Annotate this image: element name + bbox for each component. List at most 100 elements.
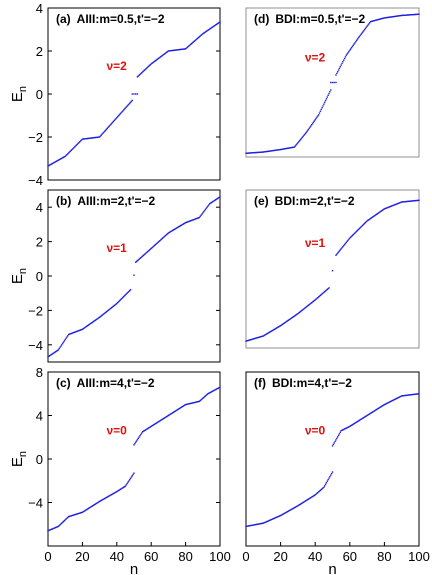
data-point bbox=[418, 13, 420, 15]
data-point bbox=[388, 206, 390, 208]
data-point bbox=[262, 522, 264, 524]
data-point bbox=[263, 522, 265, 524]
data-point bbox=[355, 421, 357, 424]
data-point bbox=[293, 507, 296, 509]
data-point bbox=[211, 390, 213, 393]
data-point bbox=[143, 430, 146, 432]
data-point bbox=[100, 315, 103, 317]
data-point bbox=[265, 333, 267, 336]
data-point bbox=[363, 416, 366, 418]
data-point bbox=[208, 204, 210, 206]
data-point bbox=[283, 512, 285, 515]
data-point bbox=[140, 72, 142, 75]
data-point bbox=[318, 490, 321, 492]
data-point bbox=[276, 327, 278, 329]
data-point bbox=[302, 135, 304, 138]
data-point bbox=[417, 393, 419, 395]
data-point bbox=[92, 137, 94, 139]
data-point bbox=[410, 394, 412, 396]
data-point bbox=[205, 394, 207, 396]
data-point bbox=[198, 36, 201, 38]
data-point bbox=[407, 14, 410, 16]
data-point bbox=[296, 505, 298, 507]
x-tick-label: 40 bbox=[110, 549, 124, 564]
y-tick-label: −2 bbox=[28, 303, 43, 318]
data-point bbox=[380, 406, 382, 408]
data-point bbox=[165, 233, 168, 236]
data-point bbox=[268, 331, 271, 334]
data-point bbox=[159, 240, 161, 242]
data-point bbox=[403, 201, 405, 203]
data-point bbox=[291, 508, 293, 510]
data-point bbox=[192, 219, 195, 221]
data-point bbox=[315, 493, 317, 495]
data-point bbox=[258, 151, 260, 154]
data-point bbox=[135, 261, 137, 263]
data-point bbox=[104, 497, 107, 499]
data-point bbox=[391, 205, 393, 207]
data-point bbox=[389, 400, 392, 403]
data-point bbox=[199, 399, 201, 402]
data-point bbox=[348, 50, 350, 53]
data-point bbox=[358, 227, 361, 230]
data-point bbox=[98, 500, 101, 503]
data-point bbox=[117, 489, 120, 492]
data-point bbox=[207, 393, 209, 395]
data-point bbox=[138, 74, 140, 76]
y-axis-label: En bbox=[9, 451, 29, 467]
y-axis-label-subscript: n bbox=[17, 451, 29, 457]
data-point bbox=[183, 48, 185, 50]
data-point bbox=[249, 339, 252, 341]
data-point bbox=[210, 27, 213, 29]
data-point bbox=[131, 99, 133, 102]
data-point bbox=[307, 498, 309, 500]
data-point bbox=[369, 217, 372, 220]
panel-title-text: BDI:m=0.5,t'=−2 bbox=[275, 12, 365, 26]
data-point bbox=[299, 138, 302, 141]
data-point bbox=[375, 214, 377, 216]
data-point bbox=[333, 81, 335, 84]
data-point bbox=[374, 409, 376, 412]
data-point bbox=[278, 515, 280, 518]
data-point bbox=[329, 475, 331, 478]
data-point bbox=[258, 336, 260, 338]
data-point bbox=[149, 426, 152, 428]
data-point bbox=[124, 107, 127, 109]
data-point bbox=[172, 412, 174, 414]
data-point bbox=[387, 402, 389, 404]
series-lower bbox=[47, 99, 133, 167]
data-point bbox=[141, 431, 144, 433]
data-point bbox=[360, 418, 362, 421]
data-point bbox=[153, 423, 156, 425]
data-point bbox=[55, 350, 57, 353]
data-point bbox=[150, 63, 152, 65]
data-point bbox=[280, 324, 283, 326]
data-point bbox=[412, 200, 414, 202]
data-point bbox=[128, 103, 130, 105]
data-point bbox=[379, 211, 381, 213]
data-point bbox=[299, 310, 302, 313]
data-point bbox=[128, 480, 130, 482]
data-point bbox=[187, 45, 189, 48]
data-point bbox=[106, 496, 109, 498]
data-point bbox=[397, 396, 399, 399]
data-point bbox=[206, 30, 208, 32]
data-point bbox=[73, 514, 76, 516]
data-point bbox=[163, 417, 165, 419]
data-point bbox=[256, 337, 258, 339]
data-point bbox=[202, 212, 204, 214]
data-point bbox=[343, 57, 346, 60]
data-point bbox=[402, 14, 405, 17]
data-point bbox=[139, 257, 141, 260]
y-axis-label-subscript: n bbox=[17, 268, 29, 274]
data-point bbox=[394, 398, 396, 401]
data-point bbox=[305, 131, 308, 133]
data-point bbox=[148, 64, 151, 67]
data-point bbox=[176, 227, 178, 229]
data-point bbox=[218, 21, 220, 24]
data-point bbox=[375, 213, 378, 216]
data-point bbox=[400, 201, 402, 204]
data-point bbox=[246, 152, 248, 154]
data-point bbox=[126, 105, 128, 107]
data-point bbox=[165, 52, 167, 54]
